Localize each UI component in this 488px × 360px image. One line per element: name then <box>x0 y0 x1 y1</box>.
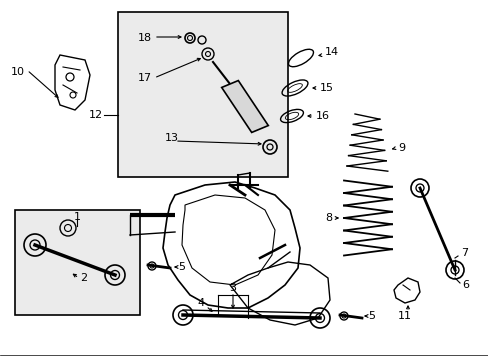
Text: 16: 16 <box>315 111 329 121</box>
Text: 5: 5 <box>367 311 374 321</box>
Text: 8: 8 <box>324 213 331 223</box>
Text: 9: 9 <box>397 143 404 153</box>
Text: 4: 4 <box>198 298 204 308</box>
Text: 3: 3 <box>229 283 236 293</box>
Text: 18: 18 <box>138 33 152 43</box>
Text: 2: 2 <box>80 273 87 283</box>
Text: 17: 17 <box>138 73 152 83</box>
Text: 15: 15 <box>319 83 333 93</box>
Text: 7: 7 <box>460 248 467 258</box>
Bar <box>15 210 140 315</box>
Text: 5: 5 <box>178 262 184 272</box>
Text: 6: 6 <box>461 280 468 290</box>
Polygon shape <box>221 81 268 132</box>
Bar <box>118 12 287 177</box>
Text: 14: 14 <box>325 47 339 57</box>
Text: 12: 12 <box>89 110 103 120</box>
Text: 1: 1 <box>73 212 81 222</box>
Text: 13: 13 <box>164 133 179 143</box>
Text: 11: 11 <box>397 311 411 321</box>
Text: 10: 10 <box>11 67 25 77</box>
